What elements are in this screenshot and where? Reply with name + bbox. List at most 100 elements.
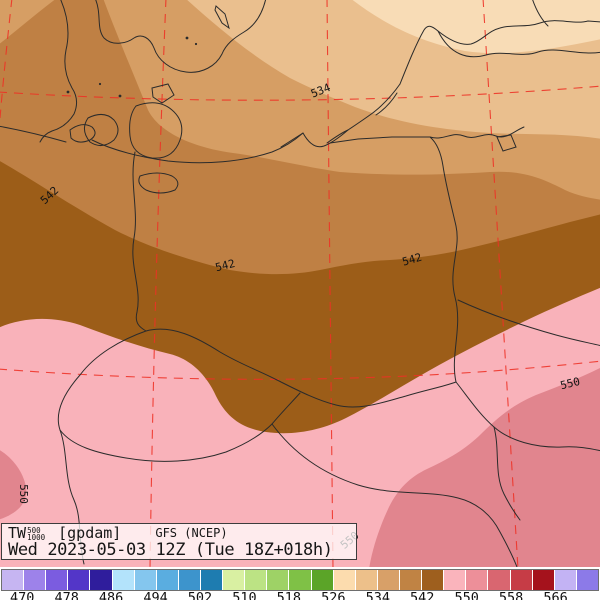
colorbar-segment [355, 570, 377, 590]
colorbar-tick-label: 510 [232, 590, 257, 600]
belarus-ukraine-border [457, 299, 600, 347]
poland-west-border [132, 151, 147, 332]
info-box: TW 500 1000 [gpdam] GFS (NCEP) Wed 2023-05… [1, 523, 357, 560]
bornholm-island [151, 83, 175, 104]
small-island [118, 94, 122, 98]
colorbar-segment [245, 570, 267, 590]
colorbar-segment [46, 570, 68, 590]
small-island [98, 82, 102, 86]
colorbar-segment [532, 570, 554, 590]
colorbar-tick-label: 558 [498, 590, 524, 600]
colorbar-segment [289, 570, 311, 590]
small-island [66, 90, 70, 94]
colorbar-tick-label: 486 [98, 590, 124, 600]
level-upper: 500 [27, 525, 41, 535]
curonian-lagoon [375, 92, 398, 116]
colorbar-segment [422, 570, 444, 590]
latvia-lithuania-border [437, 30, 600, 58]
colorbar-segment [377, 570, 399, 590]
baltic-ne-border [532, 0, 549, 27]
colorbar-segment [156, 570, 178, 590]
contour-labels: 534 542 542 542 550 550 550 [17, 81, 581, 552]
slovak-hungary-border [271, 423, 518, 567]
colorbar-segment [112, 570, 134, 590]
map-canvas: 534 542 542 542 550 550 550 [0, 0, 600, 567]
curonian-spit [373, 83, 401, 113]
band-550-554-west-patch [0, 450, 27, 520]
valid-time: Wed 2023-05-03 12Z (Tue 18Z+018h) [8, 540, 333, 560]
colorbar-segment [134, 570, 156, 590]
border-loop [496, 134, 517, 152]
czech-west-border [57, 330, 147, 431]
czech-slovak-border [271, 392, 301, 425]
parameter-line: TW 500 1000 [gpdam] GFS (NCEP) [8, 525, 356, 541]
lolland-island [138, 172, 179, 194]
colorbar-segment [466, 570, 488, 590]
contour-label: 542 [214, 257, 236, 274]
german-coast [0, 125, 67, 143]
colorbar-segment [399, 570, 422, 590]
colorbar-segment [554, 570, 576, 590]
colorbar-segment [488, 570, 510, 590]
lithuania-latvia-coast [399, 20, 600, 85]
model-name: GFS (NCEP) [155, 526, 228, 540]
colorbar-tick-label: 550 [454, 590, 479, 600]
colorbar-segment [311, 570, 333, 590]
ukraine-slovakia-border [455, 381, 600, 452]
parallel-line [0, 360, 600, 380]
colorbar-segment [68, 570, 90, 590]
contour-label: 542 [401, 251, 424, 269]
kaliningrad-coast [347, 111, 375, 131]
jutland-coast [39, 0, 78, 143]
parameter-name: TW 500 1000 [8, 525, 45, 541]
colorbar-segment [576, 570, 598, 590]
colorbar-legend: 470 478 486 494 502 510 518 526 534 542 550 558 566 [0, 567, 600, 600]
colorbar-segment [444, 570, 466, 590]
kaliningrad-south-border [329, 136, 431, 144]
contour-label: 550 [559, 375, 581, 392]
oland-island [214, 5, 230, 30]
colorbar-segment [200, 570, 223, 590]
latlon-grid [0, 0, 600, 567]
level-stack: 500 1000 [27, 525, 46, 542]
level-lower: 1000 [27, 533, 46, 542]
colorbar-tick-label: 478 [54, 590, 79, 600]
vistula-lagoon [326, 129, 349, 144]
ruegen-island [69, 124, 96, 143]
band-550-554-southeast [369, 367, 600, 567]
colorbar-segment [24, 570, 46, 590]
colorbar-segment [2, 570, 24, 590]
hel-spit [280, 132, 304, 148]
colorbar-segment [178, 570, 200, 590]
contour-label: 550 [17, 484, 30, 504]
colorbar-segment [223, 570, 245, 590]
sweden-coast [95, 0, 266, 73]
small-island [185, 36, 189, 40]
colorbar-tick-label: 494 [143, 590, 168, 600]
poland-east-border [429, 136, 459, 383]
colorbar-ticks: 470 478 486 494 502 510 518 526 534 542 550 558 566 [0, 590, 600, 600]
colorbar-segment [267, 570, 289, 590]
colorbar-tick-label: 542 [410, 590, 435, 600]
czech-south-border [59, 423, 273, 462]
thickness-bands [0, 0, 600, 567]
colorbar-tick-label: 518 [276, 590, 302, 600]
zealand-island [129, 102, 183, 159]
colorbar-tick-label: 566 [543, 590, 568, 600]
small-island [194, 42, 198, 46]
colorbar-tick-label: 526 [321, 590, 346, 600]
gdansk-bay-coast [302, 129, 349, 148]
colorbar-tick-label: 470 [10, 590, 35, 600]
colorbar-segments [1, 569, 599, 591]
polish-coast [91, 132, 304, 164]
colorbar-segment [90, 570, 112, 590]
funen-island [84, 114, 119, 146]
parameter-abbrev: TW [8, 524, 27, 542]
colorbar-segment [333, 570, 355, 590]
poland-south-border [145, 328, 457, 408]
coastlines-borders [0, 0, 600, 567]
ukraine-hungary-border [493, 426, 521, 521]
lithuania-belarus-border [429, 126, 525, 139]
parameter-units: [gpdam] [58, 524, 122, 542]
